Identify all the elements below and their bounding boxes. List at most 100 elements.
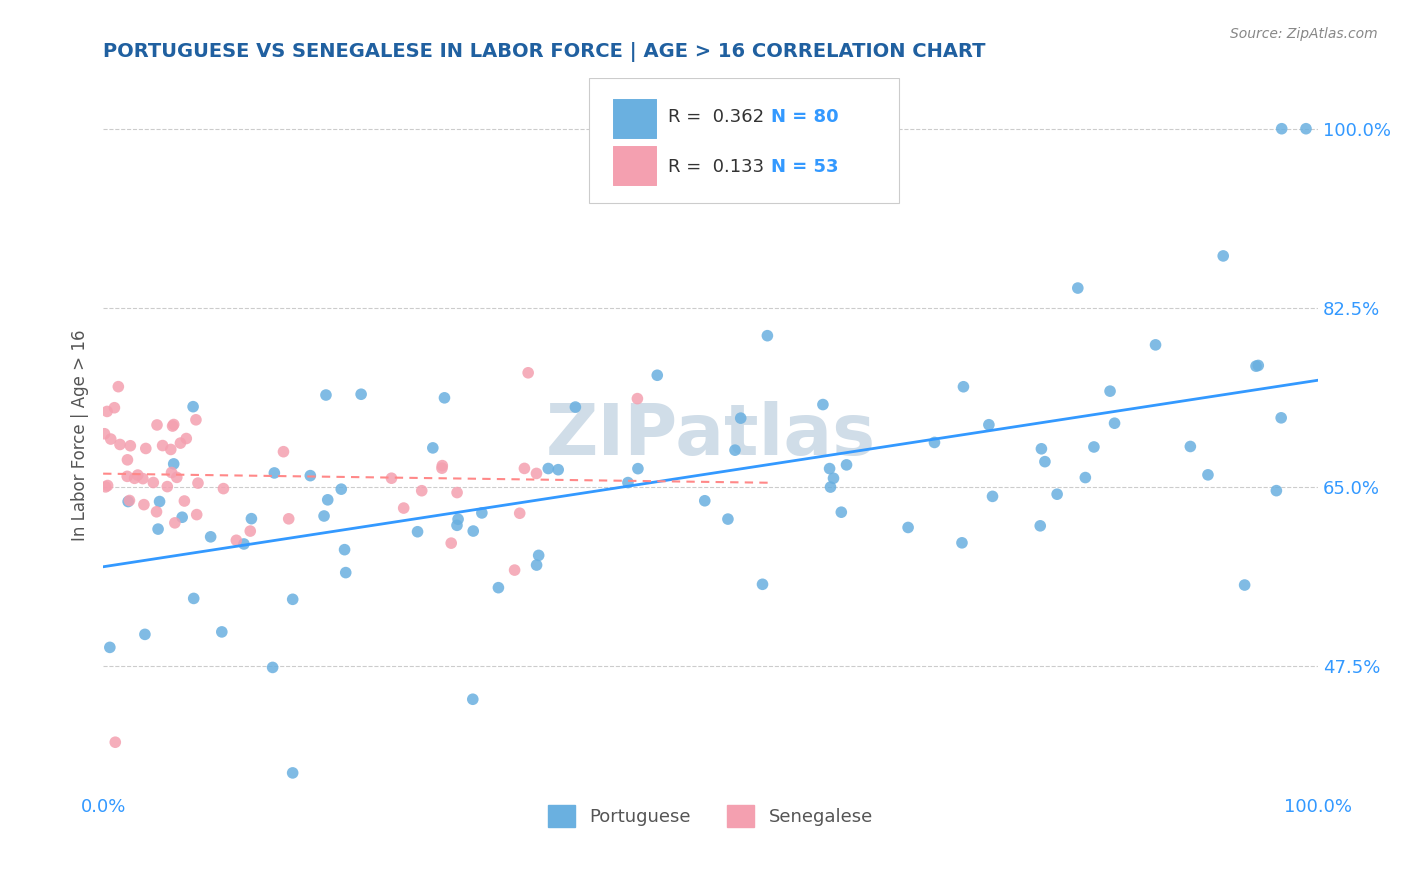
Point [162,419,184,434]
Point [148,494,170,508]
Point [1029,518,1052,533]
Point [1197,467,1219,482]
Point [835,458,858,472]
Point [160,466,183,480]
Point [527,549,550,563]
Point [440,536,463,550]
Point [820,480,842,494]
Point [1031,442,1053,456]
Point [232,537,254,551]
Point [184,413,207,427]
Point [100,432,122,446]
Point [115,469,138,483]
Point [981,489,1004,503]
Point [463,524,485,538]
Point [924,435,946,450]
Point [422,441,444,455]
Point [537,461,560,475]
Point [1144,338,1167,352]
Point [547,463,569,477]
Point [146,417,169,432]
Point [142,475,165,490]
Point [1271,121,1294,136]
Point [350,387,373,401]
Point [952,380,974,394]
Point [446,485,468,500]
Text: Source: ZipAtlas.com: Source: ZipAtlas.com [1230,27,1378,41]
Point [1247,359,1270,373]
Point [124,471,146,485]
Bar [613,145,657,185]
Point [333,542,356,557]
Point [211,624,233,639]
Legend: Portuguese, Senegalese: Portuguese, Senegalese [541,798,880,834]
Point [120,439,142,453]
Point [626,392,648,406]
Text: PORTUGUESE VS SENEGALESE IN LABOR FORCE | AGE > 16 CORRELATION CHART: PORTUGUESE VS SENEGALESE IN LABOR FORCE … [103,42,986,62]
Point [1067,281,1090,295]
Point [117,494,139,508]
Point [897,520,920,534]
Point [730,411,752,425]
Point [93,426,115,441]
Point [152,439,174,453]
Point [315,388,337,402]
Point [212,482,235,496]
Point [461,692,484,706]
Point [1104,416,1126,430]
Point [1099,384,1122,399]
Point [183,591,205,606]
Point [98,640,121,655]
Point [447,512,470,526]
Point [273,444,295,458]
Point [117,453,139,467]
FancyBboxPatch shape [589,78,898,202]
Point [299,468,322,483]
Point [135,442,157,456]
Text: R =  0.362: R = 0.362 [668,108,765,126]
Point [1270,410,1292,425]
Point [94,480,117,494]
Point [717,512,740,526]
Point [1265,483,1288,498]
Text: ZIPatlas: ZIPatlas [546,401,876,470]
Point [132,472,155,486]
Point [392,501,415,516]
Point [617,475,640,490]
Point [263,466,285,480]
Point [1046,487,1069,501]
Text: N = 80: N = 80 [772,108,839,126]
Point [330,482,353,496]
Point [1033,455,1056,469]
Point [335,566,357,580]
Point [118,493,141,508]
Point [526,558,548,572]
Point [830,505,852,519]
Point [174,432,197,446]
Point [1233,578,1256,592]
Point [108,437,131,451]
Point [96,404,118,418]
Point [134,627,156,641]
Point [312,508,335,523]
Point [509,506,531,520]
Bar [613,145,657,185]
Point [446,518,468,533]
Point [316,492,339,507]
Point [1212,249,1234,263]
Point [181,400,204,414]
Point [166,470,188,484]
Point [526,467,548,481]
Point [486,581,509,595]
Text: N = 53: N = 53 [772,158,839,176]
Point [471,506,494,520]
Point [163,417,186,432]
Point [433,391,456,405]
Point [103,401,125,415]
Point [281,592,304,607]
Point [107,379,129,393]
Point [823,471,845,485]
Point [173,494,195,508]
Point [513,461,536,475]
Point [411,483,433,498]
